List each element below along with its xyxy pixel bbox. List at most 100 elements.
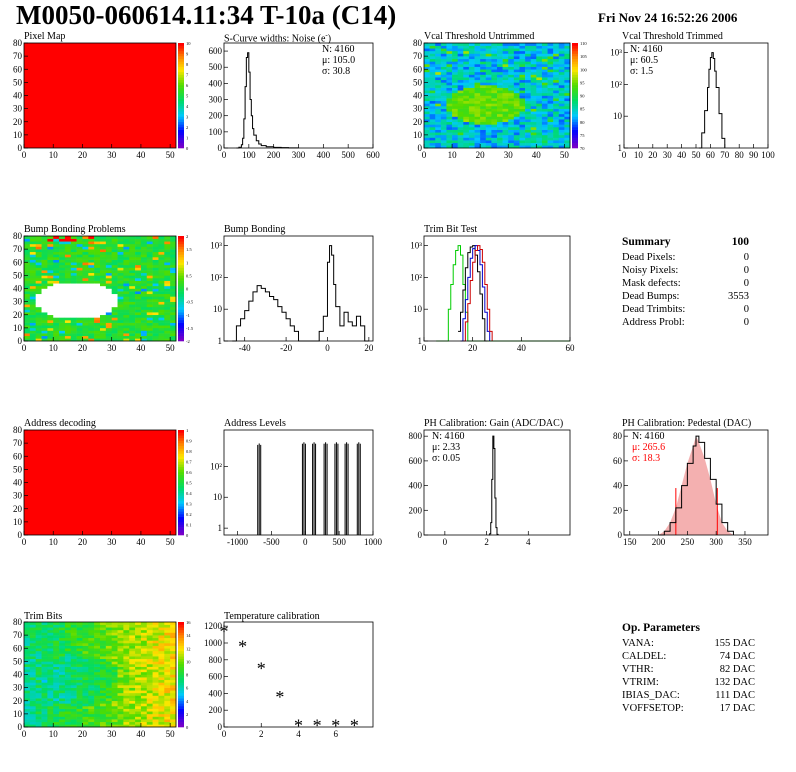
heatmap-cell — [480, 142, 487, 146]
heatmap-cell — [53, 716, 60, 720]
heatmap-cell — [435, 113, 442, 117]
heatmap-cell — [41, 635, 48, 639]
x-tick-label: 50 — [166, 729, 176, 739]
palette-label: 6 — [186, 686, 189, 691]
heatmap-cell — [553, 56, 560, 60]
heatmap-cell — [53, 314, 60, 318]
heatmap-cell — [446, 77, 453, 81]
heatmap-cell — [70, 262, 77, 266]
x-tick-label: 20 — [78, 150, 88, 160]
heatmap-cell — [53, 682, 60, 686]
heatmap-cell — [158, 243, 165, 247]
heatmap-cell — [164, 301, 171, 305]
heatmap-cell — [70, 695, 77, 699]
heatmap-cell — [424, 103, 430, 107]
palette-cell — [572, 129, 578, 133]
heatmap-cell — [129, 716, 136, 720]
heatmap-cell — [117, 698, 124, 702]
heatmap-cell — [519, 45, 526, 49]
y-tick-label: 400 — [209, 688, 223, 698]
heatmap-cell — [164, 624, 171, 628]
heatmap-cell — [82, 270, 89, 274]
heatmap-cell — [164, 622, 171, 625]
heatmap-cell — [541, 127, 548, 130]
heatmap-cell — [70, 257, 77, 260]
palette-cell — [178, 666, 184, 670]
heatmap-cell — [485, 145, 492, 149]
heatmap-cell — [558, 43, 565, 46]
heatmap-cell — [105, 251, 112, 255]
heatmap-cell — [146, 249, 153, 253]
heatmap-cell — [59, 241, 66, 245]
palette-cell — [178, 87, 184, 91]
heatmap-cell — [82, 664, 89, 667]
heatmap-cell — [70, 236, 77, 239]
heatmap-cell — [94, 246, 101, 250]
heatmap-cell — [513, 106, 520, 109]
heatmap-cell — [152, 658, 159, 662]
heatmap-cell — [468, 108, 475, 112]
heatmap-cell — [519, 50, 526, 54]
heatmap-cell — [123, 648, 130, 652]
heatmap-cell — [440, 69, 447, 73]
heatmap-cell — [47, 721, 54, 725]
heatmap-cell — [170, 695, 177, 699]
heatmap-cell — [41, 703, 48, 707]
heatmap-cell — [111, 272, 118, 276]
bump-problems-title: Bump Bonding Problems — [24, 224, 126, 235]
y-tick-label: 60 — [13, 257, 23, 267]
x-tick-label: 600 — [366, 150, 380, 160]
heatmap-cell — [135, 622, 142, 625]
x-tick-label: 0 — [622, 150, 627, 160]
palette-label: 12 — [186, 646, 191, 651]
heatmap-cell — [76, 692, 83, 696]
heatmap-cell — [70, 698, 77, 702]
heatmap-cell — [452, 100, 458, 104]
heatmap-cell — [117, 314, 124, 318]
palette-label: 0.8 — [186, 449, 192, 454]
heatmap-cell — [158, 322, 165, 326]
heatmap-cell — [508, 87, 515, 91]
heatmap-cell — [24, 301, 31, 305]
palette-label: 0.5 — [186, 273, 192, 278]
heatmap-cell — [105, 632, 112, 636]
heatmap-cell — [47, 653, 54, 657]
heatmap-cell — [158, 246, 165, 250]
heatmap-cell — [547, 142, 554, 146]
heatmap-cell — [47, 671, 54, 675]
heatmap-cell — [41, 666, 48, 670]
heatmap-cell — [70, 687, 77, 691]
heatmap-cell — [424, 77, 430, 81]
heatmap-cell — [170, 254, 177, 258]
x-tick-label: 50 — [692, 150, 702, 160]
x-tick-label: 0 — [422, 343, 427, 353]
heatmap-cell — [53, 246, 60, 250]
heatmap-cell — [35, 648, 42, 652]
heatmap-cell — [452, 82, 458, 86]
heatmap-cell — [553, 77, 560, 81]
heatmap-cell — [105, 669, 112, 673]
heatmap-cell — [41, 692, 48, 696]
heatmap-cell — [70, 669, 77, 673]
heatmap-cell — [88, 692, 95, 696]
palette-cell — [178, 338, 184, 342]
heatmap-cell — [129, 338, 136, 342]
heatmap-cell — [35, 724, 42, 728]
heatmap-cell — [129, 283, 136, 287]
heatmap-cell — [123, 327, 130, 331]
heatmap-cell — [519, 140, 526, 144]
palette-cell — [178, 627, 184, 631]
heatmap-cell — [553, 45, 560, 49]
heatmap-cell — [105, 249, 112, 253]
heatmap-cell — [146, 236, 153, 239]
heatmap-cell — [146, 632, 153, 636]
heatmap-cell — [129, 293, 136, 297]
heatmap-cell — [170, 656, 177, 660]
heatmap-cell — [82, 627, 89, 631]
heatmap-cell — [105, 692, 112, 696]
heatmap-cell — [47, 648, 54, 652]
heatmap-cell — [164, 706, 171, 709]
heatmap-cell — [123, 627, 130, 631]
heatmap-cell — [170, 338, 177, 342]
heatmap-cell — [170, 698, 177, 702]
